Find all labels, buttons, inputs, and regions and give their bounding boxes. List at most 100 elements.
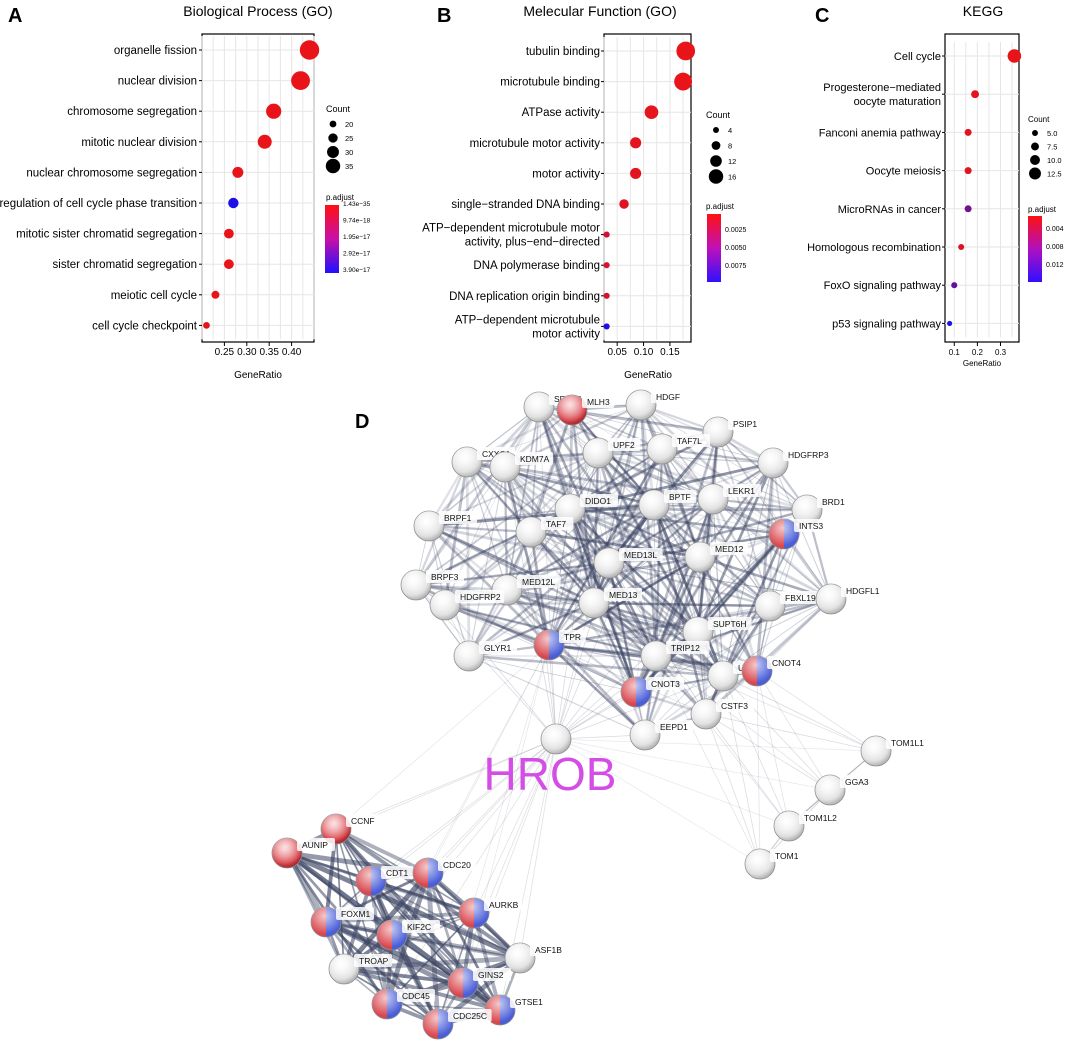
network-node[interactable]: TPR xyxy=(533,629,586,661)
node-label-bg xyxy=(438,858,476,871)
network-node[interactable]: TROAP xyxy=(328,953,392,985)
network-node[interactable]: CCNF xyxy=(320,813,379,845)
network-node[interactable]: MED13 xyxy=(578,587,642,619)
network-node[interactable]: CNOT3 xyxy=(620,676,684,708)
network-edge xyxy=(655,533,785,657)
category-label: cell cycle checkpoint xyxy=(92,320,198,332)
network-node[interactable]: CDT1 xyxy=(355,865,414,897)
node-label: BRPF3 xyxy=(431,572,459,582)
network-node[interactable]: MED13L xyxy=(593,547,663,579)
node-label: AURKB xyxy=(489,900,519,910)
node-label: CNOT4 xyxy=(772,658,801,668)
size-legend-a: 20 25 30 35 xyxy=(325,120,353,174)
network-node[interactable]: TOM1L1 xyxy=(860,735,930,767)
network-node[interactable]: DIDO1 xyxy=(554,493,618,525)
network-node[interactable]: LEKR1 xyxy=(697,483,761,515)
node-label: MED12L xyxy=(522,577,555,587)
network-node[interactable]: TOM1 xyxy=(744,848,803,880)
network-node[interactable]: EEPD1 xyxy=(629,719,693,751)
network-node[interactable] xyxy=(540,723,572,755)
network-edge xyxy=(466,461,532,533)
node-label-bg xyxy=(723,484,761,497)
network-edge xyxy=(608,561,758,673)
network-node[interactable]: KDM7A xyxy=(489,451,553,483)
network-node[interactable]: CDC25C xyxy=(422,1008,492,1040)
network-node[interactable]: FBXL19 xyxy=(754,590,824,622)
network-edge xyxy=(661,447,774,465)
node-label: GGA3 xyxy=(845,777,869,787)
network-node[interactable]: GLYR1 xyxy=(453,640,517,672)
network-node[interactable]: CDC45 xyxy=(371,988,435,1020)
network-node[interactable]: TOM1L2 xyxy=(773,810,843,842)
network-nodes: SRBD1MLH3 HDGF PSIP1 UPF2 TAF7L HDGFRP3 CXXC1 K… xyxy=(271,389,930,1040)
network-edge xyxy=(343,955,521,972)
network-edge xyxy=(529,531,551,646)
network-edge xyxy=(597,452,699,633)
network-node[interactable]: HDGFL1 xyxy=(815,583,885,615)
node-shine xyxy=(792,495,822,525)
network-edge xyxy=(608,462,774,564)
network-node[interactable]: CXXC1 xyxy=(451,446,515,478)
network-edge xyxy=(555,691,637,740)
x-tick-label: 0.15 xyxy=(660,347,680,358)
network-node[interactable]: SRBD1 xyxy=(523,391,587,423)
category-label: regulation of cell cycle phase transitio… xyxy=(0,198,197,210)
network-edge xyxy=(652,504,725,677)
network-edge xyxy=(653,504,657,657)
network-node[interactable]: HDGFRP2 xyxy=(429,589,505,621)
network-edge xyxy=(343,967,464,985)
network-edge xyxy=(661,447,832,601)
network-edge xyxy=(390,934,440,1025)
network-node[interactable]: AUNIP xyxy=(271,837,335,869)
network-node[interactable]: KIF2C xyxy=(376,919,440,951)
data-point xyxy=(674,72,693,91)
node-label: HDGFL1 xyxy=(846,586,880,596)
network-edge xyxy=(466,461,571,510)
network-node[interactable]: GTSE1 xyxy=(484,994,548,1026)
network-node[interactable]: HDGF xyxy=(625,389,684,421)
network-edge xyxy=(530,531,550,646)
network-node[interactable]: CDC20 xyxy=(412,857,476,889)
node-label: GINS2 xyxy=(478,970,504,980)
network-node[interactable]: FOXM1 xyxy=(310,906,374,938)
x-tick-label: 0.1 xyxy=(949,348,961,357)
network-node[interactable]: PSIP1 xyxy=(702,416,766,448)
network-edge xyxy=(468,503,655,658)
network-node[interactable]: CNOT4 xyxy=(741,655,805,687)
network-edge xyxy=(654,556,702,657)
network-node[interactable]: UPF2 xyxy=(582,437,641,469)
node-label-bg xyxy=(840,775,873,788)
network-node[interactable]: TRIP12 xyxy=(640,640,710,672)
network-node[interactable]: GGA3 xyxy=(814,774,873,806)
network-node[interactable]: INTS3 xyxy=(768,518,832,550)
network-node[interactable]: AURKB xyxy=(458,897,522,929)
network-node[interactable]: MLH3 xyxy=(556,394,615,426)
network-node[interactable]: TAF7 xyxy=(515,516,574,548)
network-node[interactable]: MED12 xyxy=(684,541,748,573)
network-node[interactable]: BRD1 xyxy=(791,494,850,526)
node-label-bg xyxy=(448,1009,492,1022)
network-edge xyxy=(506,588,724,678)
node-label-bg xyxy=(886,736,930,749)
network-node[interactable]: BRPF1 xyxy=(413,510,477,542)
node-shine xyxy=(272,838,302,868)
network-node[interactable]: BPTF xyxy=(638,489,697,521)
data-point xyxy=(223,228,234,239)
network-node[interactable]: GINS2 xyxy=(447,967,511,999)
network-node[interactable]: BRPF3 xyxy=(400,569,464,601)
network-edge xyxy=(593,601,699,634)
network-edge xyxy=(705,713,877,752)
network-edge xyxy=(722,675,831,791)
network-node[interactable]: CSTF3 xyxy=(690,698,754,730)
network-edge xyxy=(473,738,557,914)
network-node[interactable]: ASF1B xyxy=(504,942,568,974)
data-point xyxy=(1007,49,1022,63)
network-node[interactable]: HDGFRP3 xyxy=(757,447,833,479)
network-edge xyxy=(607,562,638,693)
size-legend-dot xyxy=(1032,130,1038,136)
network-node[interactable]: SUPT6H xyxy=(682,616,752,648)
network-edge xyxy=(530,530,701,559)
node-label: CDC45 xyxy=(402,991,430,1001)
network-node[interactable]: TAF7L xyxy=(646,433,710,465)
